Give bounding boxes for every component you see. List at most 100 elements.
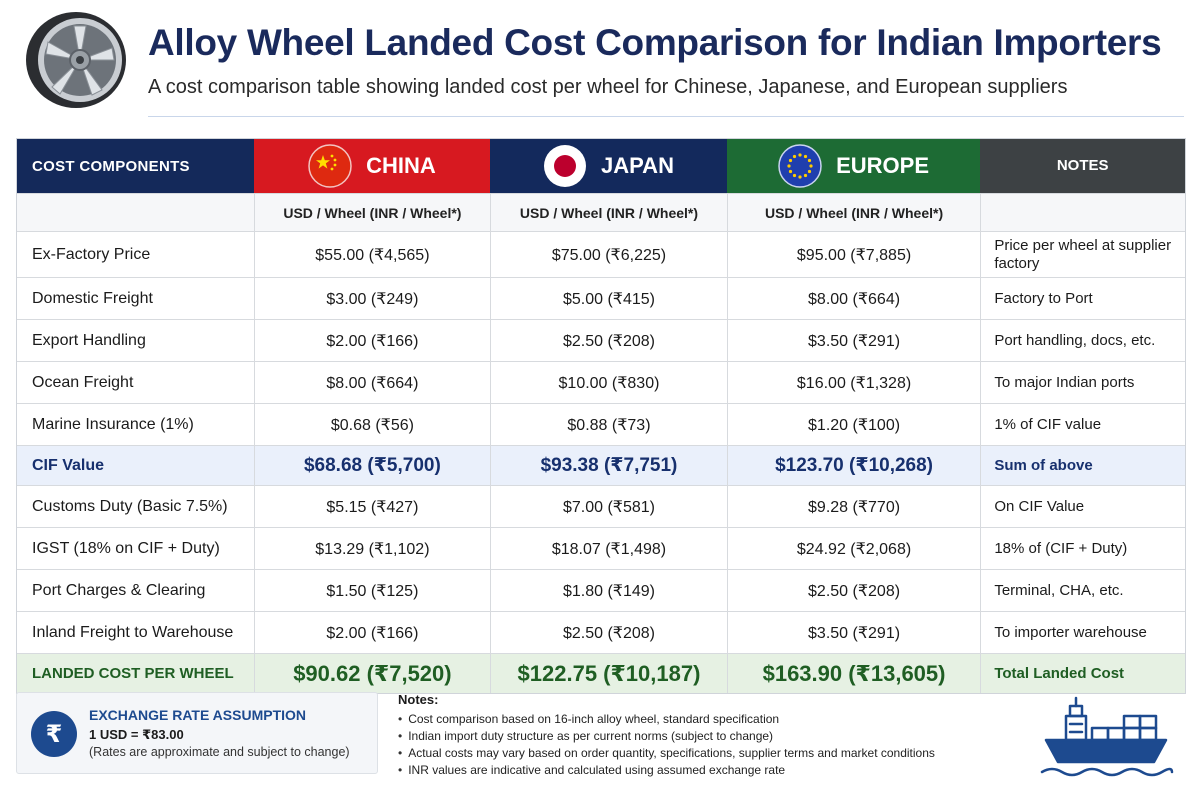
japan-value: $75.00 (₹6,225) (490, 232, 727, 277)
column-header-europe: EUROPE (726, 139, 981, 193)
table-row: Port Charges & Clearing $1.50 (₹125) $1.… (17, 569, 1185, 611)
table-row: Ex-Factory Price $55.00 (₹4,565) $75.00 … (17, 231, 1185, 277)
row-note: Price per wheel at supplier factory (980, 232, 1185, 277)
europe-value: $16.00 (₹1,328) (726, 362, 981, 403)
column-header-japan-label: JAPAN (601, 153, 674, 178)
table-row: Inland Freight to Warehouse $2.00 (₹166)… (17, 611, 1185, 653)
china-value: $55.00 (₹4,565) (253, 232, 491, 277)
page-subtitle: A cost comparison table showing landed c… (148, 76, 1068, 98)
column-header-china: CHINA (253, 139, 491, 193)
europe-value: $8.00 (₹664) (726, 278, 981, 319)
row-note: On CIF Value (980, 486, 1185, 527)
row-label: IGST (18% on CIF + Duty) (32, 539, 220, 557)
table-row: Customs Duty (Basic 7.5%) $5.15 (₹427) $… (17, 485, 1185, 527)
table-row: Ocean Freight $8.00 (₹664) $10.00 (₹830)… (17, 361, 1185, 403)
japan-value: $5.00 (₹415) (490, 278, 727, 319)
exchange-rate-note: (Rates are approximate and subject to ch… (89, 745, 350, 759)
header-divider (148, 116, 1184, 117)
europe-value: $24.92 (₹2,068) (726, 528, 981, 569)
column-header-europe-label: EUROPE (836, 153, 930, 178)
unit-header-row: USD / Wheel (INR / Wheel*) USD / Wheel (… (17, 193, 1185, 231)
china-value: $0.68 (₹56) (253, 404, 491, 445)
exchange-rate-box: ₹ EXCHANGE RATE ASSUMPTION 1 USD = ₹83.0… (16, 692, 378, 774)
china-value: $5.15 (₹427) (253, 486, 491, 527)
cif-value-row: CIF Value $68.68 (₹5,700) $93.38 (₹7,751… (17, 445, 1185, 485)
note-item: INR values are indicative and calculated… (398, 762, 1008, 779)
column-header-notes: NOTES (980, 139, 1185, 193)
unit-header-blank (17, 194, 254, 231)
china-flag-icon (308, 144, 352, 188)
landed-cost-total-row: LANDED COST PER WHEEL $90.62 (₹7,520) $1… (17, 653, 1185, 693)
europe-value: $1.20 (₹100) (726, 404, 981, 445)
row-label: Export Handling (32, 331, 146, 349)
unit-header-europe: USD / Wheel (INR / Wheel*) (726, 194, 981, 231)
japan-value: $18.07 (₹1,498) (490, 528, 727, 569)
row-note: 18% of (CIF + Duty) (980, 528, 1185, 569)
row-label: Port Charges & Clearing (32, 581, 206, 599)
china-value: $13.29 (₹1,102) (253, 528, 491, 569)
europe-value: $95.00 (₹7,885) (726, 232, 981, 277)
cost-comparison-table: COST COMPONENTS CHINA JAPAN EUROPE NOTES… (16, 138, 1186, 694)
table-row: Marine Insurance (1%) $0.68 (₹56) $0.88 … (17, 403, 1185, 445)
china-value: $1.50 (₹125) (253, 570, 491, 611)
table-header-row: COST COMPONENTS CHINA JAPAN EUROPE NOTES (17, 139, 1185, 193)
japan-value: $1.80 (₹149) (490, 570, 727, 611)
row-label: Domestic Freight (32, 289, 153, 307)
rupee-icon: ₹ (31, 711, 77, 757)
table-row: IGST (18% on CIF + Duty) $13.29 (₹1,102)… (17, 527, 1185, 569)
row-label: Marine Insurance (1%) (32, 415, 194, 433)
row-note: Port handling, docs, etc. (980, 320, 1185, 361)
row-label: Ex-Factory Price (32, 245, 151, 263)
europe-value: $163.90 (₹13,605) (726, 654, 981, 693)
notes-list: Cost comparison based on 16-inch alloy w… (398, 711, 1008, 779)
row-label: CIF Value (32, 456, 105, 474)
exchange-rate-title: EXCHANGE RATE ASSUMPTION (89, 707, 307, 723)
china-value: $8.00 (₹664) (253, 362, 491, 403)
japan-value: $2.50 (₹208) (490, 612, 727, 653)
japan-value: $122.75 (₹10,187) (490, 654, 727, 693)
column-header-china-label: CHINA (366, 153, 436, 178)
europe-value: $3.50 (₹291) (726, 612, 981, 653)
japan-value: $7.00 (₹581) (490, 486, 727, 527)
column-header-japan: JAPAN (490, 139, 727, 193)
cargo-ship-icon (1040, 696, 1174, 777)
table-row: Export Handling $2.00 (₹166) $2.50 (₹208… (17, 319, 1185, 361)
notes-section: Notes: Cost comparison based on 16-inch … (398, 692, 1008, 779)
row-label: Inland Freight to Warehouse (32, 623, 234, 641)
unit-header-notes-blank (980, 194, 1185, 231)
japan-value: $2.50 (₹208) (490, 320, 727, 361)
china-value: $2.00 (₹166) (253, 320, 491, 361)
unit-header-china: USD / Wheel (INR / Wheel*) (253, 194, 491, 231)
table-row: Domestic Freight $3.00 (₹249) $5.00 (₹41… (17, 277, 1185, 319)
row-note: 1% of CIF value (980, 404, 1185, 445)
row-label: Customs Duty (Basic 7.5%) (32, 497, 228, 515)
exchange-rate-value: 1 USD = ₹83.00 (89, 727, 184, 742)
japan-value: $93.38 (₹7,751) (490, 446, 727, 485)
row-label: Ocean Freight (32, 373, 134, 391)
row-note: Factory to Port (980, 278, 1185, 319)
japan-value: $0.88 (₹73) (490, 404, 727, 445)
row-note: Sum of above (980, 446, 1185, 485)
china-value: $2.00 (₹166) (253, 612, 491, 653)
europe-value: $9.28 (₹770) (726, 486, 981, 527)
europe-value: $2.50 (₹208) (726, 570, 981, 611)
japan-flag-icon (543, 144, 587, 188)
row-label: LANDED COST PER WHEEL (32, 665, 234, 682)
row-note: To major Indian ports (980, 362, 1185, 403)
page-header: Alloy Wheel Landed Cost Comparison for I… (0, 0, 1200, 120)
europe-value: $123.70 (₹10,268) (726, 446, 981, 485)
unit-header-japan: USD / Wheel (INR / Wheel*) (490, 194, 727, 231)
notes-title: Notes: (398, 692, 439, 707)
page-title: Alloy Wheel Landed Cost Comparison for I… (148, 22, 1162, 63)
europe-value: $3.50 (₹291) (726, 320, 981, 361)
column-header-cost-components: COST COMPONENTS (17, 139, 254, 193)
china-value: $90.62 (₹7,520) (253, 654, 491, 693)
china-value: $68.68 (₹5,700) (253, 446, 491, 485)
row-note: Total Landed Cost (980, 654, 1185, 693)
note-item: Indian import duty structure as per curr… (398, 728, 1008, 745)
eu-flag-icon (778, 144, 822, 188)
china-value: $3.00 (₹249) (253, 278, 491, 319)
row-note: Terminal, CHA, etc. (980, 570, 1185, 611)
alloy-wheel-icon (26, 12, 126, 108)
japan-value: $10.00 (₹830) (490, 362, 727, 403)
